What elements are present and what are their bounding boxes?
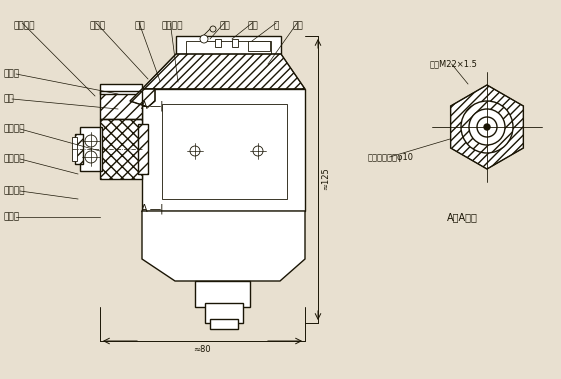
Circle shape (477, 117, 497, 137)
Text: 接地螺钉: 接地螺钉 (4, 186, 25, 196)
Bar (232, 39, 238, 47)
Text: 铭牌: 铭牌 (293, 21, 304, 30)
Bar (142, 89, 305, 211)
Bar (100, 119, 142, 179)
Circle shape (200, 35, 208, 43)
Text: 链条: 链条 (135, 21, 146, 30)
Polygon shape (130, 89, 155, 107)
Text: A: A (141, 101, 148, 111)
Circle shape (469, 109, 505, 145)
Circle shape (253, 146, 263, 156)
Polygon shape (142, 54, 305, 89)
Text: 紧定螺钉: 紧定螺钉 (4, 124, 25, 133)
Bar (138, 124, 148, 174)
Text: |: | (160, 101, 164, 111)
Bar (100, 84, 142, 94)
Text: 密封塞: 密封塞 (4, 69, 20, 78)
Bar (210, 319, 238, 329)
Bar (75, 134, 83, 164)
Text: ≈125: ≈125 (321, 168, 330, 190)
Circle shape (484, 124, 490, 130)
Bar (100, 91, 142, 119)
Text: A－A剖视: A－A剖视 (447, 212, 477, 222)
Text: 密封塞穿线孔φ10: 密封塞穿线孔φ10 (368, 152, 414, 161)
Polygon shape (142, 211, 305, 281)
Circle shape (210, 26, 216, 32)
Bar (100, 91, 142, 119)
Text: 锁紧螺钉: 锁紧螺钉 (14, 21, 35, 30)
Bar (72, 137, 77, 161)
Bar (248, 41, 270, 51)
Circle shape (85, 135, 97, 147)
Text: 螺钉: 螺钉 (220, 21, 231, 30)
Text: 接线盒: 接线盒 (4, 213, 20, 221)
Circle shape (190, 146, 200, 156)
Text: 密封圈: 密封圈 (90, 21, 106, 30)
Text: ≈80: ≈80 (193, 345, 211, 354)
Bar (195, 281, 250, 307)
Text: 链条托环: 链条托环 (162, 21, 183, 30)
Text: |: | (160, 204, 164, 214)
Text: 穿线螺栓: 穿线螺栓 (4, 155, 25, 163)
Text: 垫圈: 垫圈 (4, 94, 15, 103)
Bar (205, 303, 243, 323)
Bar (162, 104, 287, 199)
Bar (100, 119, 142, 179)
Text: 盖: 盖 (274, 21, 279, 30)
Bar (80, 127, 102, 171)
Circle shape (461, 101, 513, 153)
Circle shape (85, 151, 97, 163)
Text: A: A (141, 204, 148, 214)
Bar (138, 124, 148, 174)
Text: 螺纹M22×1.5: 螺纹M22×1.5 (430, 60, 478, 69)
Text: 螺钉: 螺钉 (248, 21, 259, 30)
Bar (176, 36, 281, 54)
Bar (186, 41, 271, 59)
Polygon shape (450, 85, 523, 169)
Bar (75, 134, 83, 164)
Bar (215, 39, 221, 47)
